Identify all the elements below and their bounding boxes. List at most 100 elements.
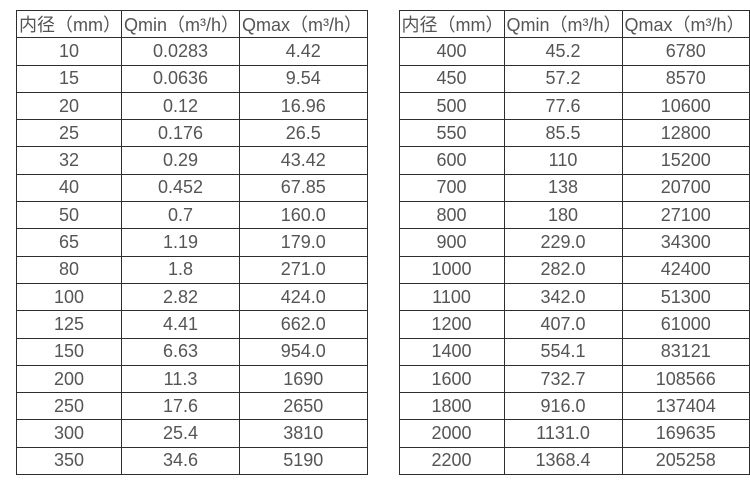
qmin-cell: 11.3	[120, 364, 241, 394]
qmin-cell: 2.82	[120, 282, 241, 312]
diameter-cell: 25	[16, 119, 122, 148]
table-row: 10 0.0283 4.42	[16, 37, 368, 66]
qmax-cell: 108566	[621, 364, 750, 394]
qmin-cell: 34.6	[120, 446, 241, 476]
qmax-cell: 137404	[621, 392, 750, 421]
qmax-cell: 67.85	[239, 173, 368, 203]
diameter-cell: 900	[398, 228, 505, 257]
qmin-cell: 1.19	[120, 228, 241, 257]
diameter-cell: 1000	[398, 255, 505, 284]
qmax-cell: 1690	[239, 364, 368, 394]
diameter-cell: 65	[16, 228, 122, 257]
qmax-column-header: Qmax（m³/h）	[239, 9, 368, 39]
table-row: 350 34.6 5190	[16, 446, 368, 476]
diameter-cell: 1400	[398, 337, 505, 366]
qmax-cell: 954.0	[239, 337, 368, 366]
table-row: 1600 732.7 108566	[398, 364, 750, 394]
table-row: 700 138 20700	[398, 173, 750, 203]
qmin-cell: 282.0	[503, 255, 623, 284]
table-row: 450 57.2 8570	[398, 64, 750, 93]
qmin-cell: 110	[503, 146, 623, 175]
qmin-cell: 554.1	[503, 337, 623, 366]
qmax-cell: 160.0	[239, 201, 368, 230]
qmax-cell: 8570	[621, 64, 750, 93]
table-row: 1000 282.0 42400	[398, 255, 750, 284]
qmin-cell: 229.0	[503, 228, 623, 257]
qmax-cell: 662.0	[239, 310, 368, 339]
qmax-cell: 16.96	[239, 91, 368, 121]
table-row: 80 1.8 271.0	[16, 255, 368, 284]
diameter-cell: 1100	[398, 282, 505, 312]
table-row: 50 0.7 160.0	[16, 201, 368, 230]
qmin-cell: 0.176	[120, 119, 241, 148]
qmax-cell: 9.54	[239, 64, 368, 93]
qmin-cell: 0.29	[120, 146, 241, 175]
qmin-cell: 1368.4	[503, 446, 623, 476]
diameter-cell: 1800	[398, 392, 505, 421]
table-row: 150 6.63 954.0	[16, 337, 368, 366]
qmin-cell: 0.0283	[120, 37, 241, 66]
table-row: 250 17.6 2650	[16, 392, 368, 421]
qmin-cell: 916.0	[503, 392, 623, 421]
diameter-cell: 400	[398, 37, 505, 66]
qmin-cell: 85.5	[503, 119, 623, 148]
qmax-cell: 6780	[621, 37, 750, 66]
qmax-cell: 3810	[239, 419, 368, 448]
qmin-column-header: Qmin（m³/h）	[503, 9, 623, 39]
qmin-cell: 1.8	[120, 255, 241, 284]
qmin-cell: 45.2	[503, 37, 623, 66]
table-row: 550 85.5 12800	[398, 119, 750, 148]
diameter-cell: 550	[398, 119, 505, 148]
qmax-cell: 15200	[621, 146, 750, 175]
qmin-cell: 77.6	[503, 91, 623, 121]
diameter-cell: 700	[398, 173, 505, 203]
qmax-cell: 27100	[621, 201, 750, 230]
qmin-cell: 17.6	[120, 392, 241, 421]
qmax-cell: 10600	[621, 91, 750, 121]
table-row: 65 1.19 179.0	[16, 228, 368, 257]
diameter-cell: 2000	[398, 419, 505, 448]
qmax-cell: 42400	[621, 255, 750, 284]
qmax-cell: 4.42	[239, 37, 368, 66]
qmax-cell: 179.0	[239, 228, 368, 257]
qmin-cell: 1131.0	[503, 419, 623, 448]
diameter-cell: 600	[398, 146, 505, 175]
diameter-cell: 1200	[398, 310, 505, 339]
qmax-cell: 12800	[621, 119, 750, 148]
table-row: 1200 407.0 61000	[398, 310, 750, 339]
table-row: 400 45.2 6780	[398, 37, 750, 66]
qmax-cell: 205258	[621, 446, 750, 476]
qmax-cell: 26.5	[239, 119, 368, 148]
qmin-cell: 138	[503, 173, 623, 203]
diameter-cell: 350	[16, 446, 122, 476]
diameter-cell: 20	[16, 91, 122, 121]
qmin-cell: 0.12	[120, 91, 241, 121]
table-row: 32 0.29 43.42	[16, 146, 368, 175]
diameter-cell: 200	[16, 364, 122, 394]
diameter-column-header: 内径（mm）	[398, 9, 505, 39]
diameter-cell: 125	[16, 310, 122, 339]
qmax-cell: 83121	[621, 337, 750, 366]
diameter-cell: 1600	[398, 364, 505, 394]
qmin-cell: 4.41	[120, 310, 241, 339]
table-row: 500 77.6 10600	[398, 91, 750, 121]
diameter-column-header: 内径（mm）	[16, 9, 122, 39]
diameter-cell: 150	[16, 337, 122, 366]
qmax-cell: 51300	[621, 282, 750, 312]
qmax-cell: 43.42	[239, 146, 368, 175]
qmin-cell: 407.0	[503, 310, 623, 339]
qmin-cell: 6.63	[120, 337, 241, 366]
qmin-cell: 732.7	[503, 364, 623, 394]
qmin-cell: 342.0	[503, 282, 623, 312]
diameter-cell: 2200	[398, 446, 505, 476]
qmax-cell: 2650	[239, 392, 368, 421]
table-row: 25 0.176 26.5	[16, 119, 368, 148]
qmin-column-header: Qmin（m³/h）	[120, 9, 241, 39]
qmax-cell: 271.0	[239, 255, 368, 284]
table-row: 600 110 15200	[398, 146, 750, 175]
qmin-cell: 0.452	[120, 173, 241, 203]
qmin-cell: 0.0636	[120, 64, 241, 93]
qmin-cell: 180	[503, 201, 623, 230]
table-row: 20 0.12 16.96	[16, 91, 368, 121]
